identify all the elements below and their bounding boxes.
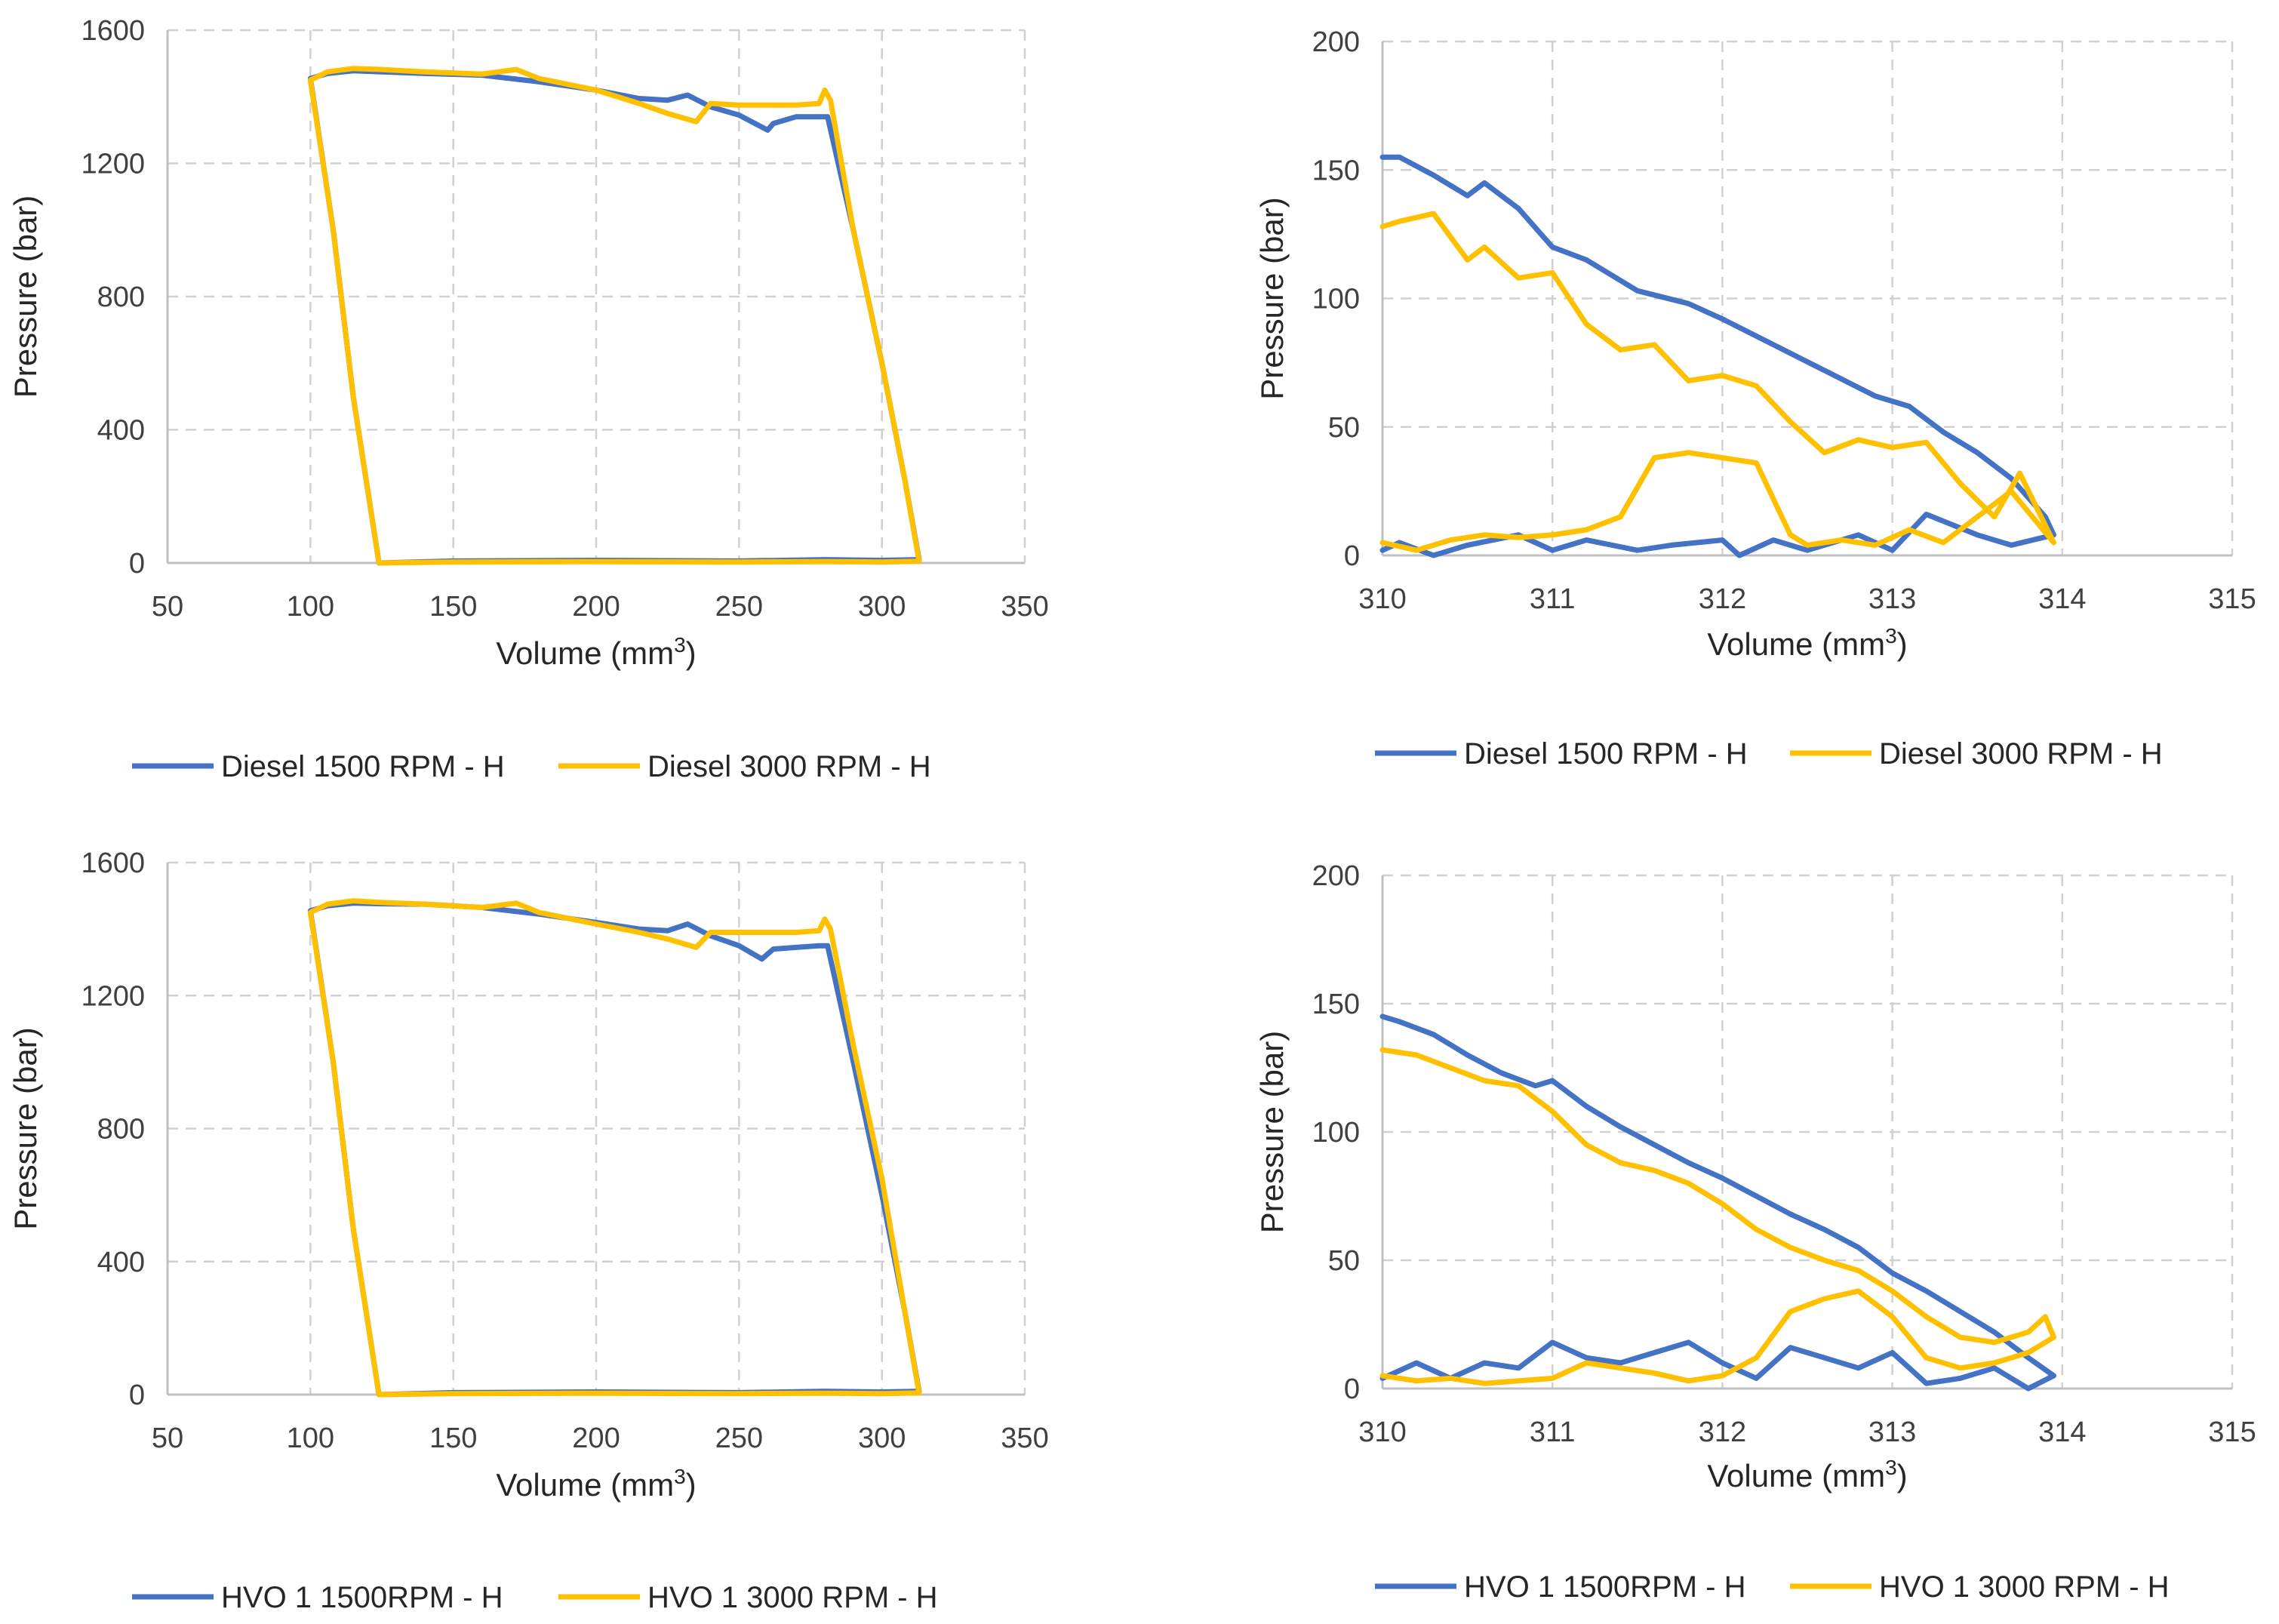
legend-label-2: HVO 1 3000 RPM - H	[1879, 1570, 2170, 1604]
x-tick-label: 150	[429, 1423, 477, 1454]
y-tick-label: 1200	[81, 149, 145, 180]
y-tick-label: 0	[129, 1379, 145, 1411]
legend-label-1: Diesel 1500 RPM - H	[221, 750, 505, 783]
series-line-2	[307, 66, 922, 566]
series-line-1	[1379, 154, 2056, 558]
x-tick-label: 100	[287, 591, 334, 623]
series-line-2	[1379, 1047, 2056, 1386]
y-tick-label: 100	[1312, 1117, 1360, 1149]
series-line-2	[307, 898, 922, 1398]
x-tick-label: 314	[2038, 583, 2086, 615]
y-tick-label: 200	[1312, 860, 1360, 892]
y-tick-label: 800	[97, 1114, 145, 1146]
x-tick-label: 314	[2038, 1416, 2086, 1448]
y-axis-title: Pressure (bar)	[1254, 197, 1290, 399]
legend-label-2: HVO 1 3000 RPM - H	[647, 1581, 938, 1614]
legend-label-1: HVO 1 1500RPM - H	[221, 1581, 503, 1614]
y-axis-title: Pressure (bar)	[8, 195, 43, 398]
y-tick-label: 150	[1312, 155, 1360, 186]
x-tick-label: 311	[1530, 1416, 1576, 1448]
y-tick-label: 1600	[81, 847, 145, 879]
series-line-1	[307, 900, 922, 1398]
x-tick-label: 313	[1868, 583, 1916, 615]
legend-label-1: Diesel 1500 RPM - H	[1464, 737, 1748, 770]
x-tick-label: 315	[2208, 583, 2256, 615]
series-line-1	[307, 68, 922, 566]
x-tick-label: 350	[1001, 1423, 1048, 1454]
y-tick-label: 400	[97, 415, 145, 447]
x-tick-label: 312	[1699, 1416, 1746, 1448]
y-tick-label: 150	[1312, 989, 1360, 1020]
x-tick-label: 313	[1868, 1416, 1916, 1448]
y-axis-title: Pressure (bar)	[1254, 1031, 1290, 1233]
series-line-2	[1379, 211, 2056, 553]
y-axis-title: Pressure (bar)	[8, 1027, 43, 1229]
legend-label-1: HVO 1 1500RPM - H	[1464, 1570, 1745, 1604]
x-tick-label: 312	[1699, 583, 1746, 615]
chart-diesel-zoom: 0 50 100 150 200 310 311 312 313 314 315 Volume (mm…	[1254, 26, 2256, 770]
x-tick-label: 315	[2208, 1416, 2256, 1448]
chart-hvo-full: 0 400 800 1200 1600 50 100 150 200 250 300 350 Volum…	[8, 847, 1049, 1614]
legend-label-2: Diesel 3000 RPM - H	[1879, 737, 2163, 770]
x-tick-label: 300	[858, 1423, 906, 1454]
x-tick-label: 350	[1001, 591, 1048, 623]
y-tick-label: 200	[1312, 26, 1360, 58]
y-tick-label: 400	[97, 1247, 145, 1278]
chart-diesel-full: 0 400 800 1200 1600 50 100 150 200 250 300 350 Volum…	[8, 15, 1049, 783]
y-tick-label: 0	[129, 548, 145, 580]
x-tick-label: 250	[715, 591, 763, 623]
x-axis-title: Volume (mm3)	[496, 1465, 696, 1503]
series-line-1	[1379, 1013, 2056, 1392]
chart-hvo-zoom: 0 50 100 150 200 310 311 312 313 314 315 Volume (mm…	[1254, 860, 2256, 1604]
x-tick-label: 150	[429, 591, 477, 623]
x-tick-label: 310	[1358, 583, 1406, 615]
x-axis-title: Volume (mm3)	[1707, 1456, 1907, 1493]
legend-label-2: Diesel 3000 RPM - H	[647, 750, 931, 783]
x-axis-title: Volume (mm3)	[496, 633, 696, 671]
y-tick-label: 100	[1312, 284, 1360, 315]
y-tick-label: 800	[97, 281, 145, 313]
x-tick-label: 300	[858, 591, 906, 623]
x-tick-label: 50	[152, 591, 183, 623]
x-tick-label: 310	[1358, 1416, 1406, 1448]
y-tick-label: 50	[1328, 412, 1360, 444]
x-tick-label: 200	[572, 591, 620, 623]
y-tick-label: 1200	[81, 980, 145, 1012]
y-tick-label: 1600	[81, 15, 145, 47]
x-tick-label: 311	[1530, 583, 1576, 615]
x-axis-title: Volume (mm3)	[1707, 624, 1907, 662]
x-tick-label: 200	[572, 1423, 620, 1454]
y-tick-label: 50	[1328, 1245, 1360, 1277]
x-tick-label: 50	[152, 1423, 183, 1454]
x-tick-label: 250	[715, 1423, 763, 1454]
x-tick-label: 100	[287, 1423, 334, 1454]
y-tick-label: 0	[1344, 1373, 1360, 1405]
y-tick-label: 0	[1344, 540, 1360, 572]
